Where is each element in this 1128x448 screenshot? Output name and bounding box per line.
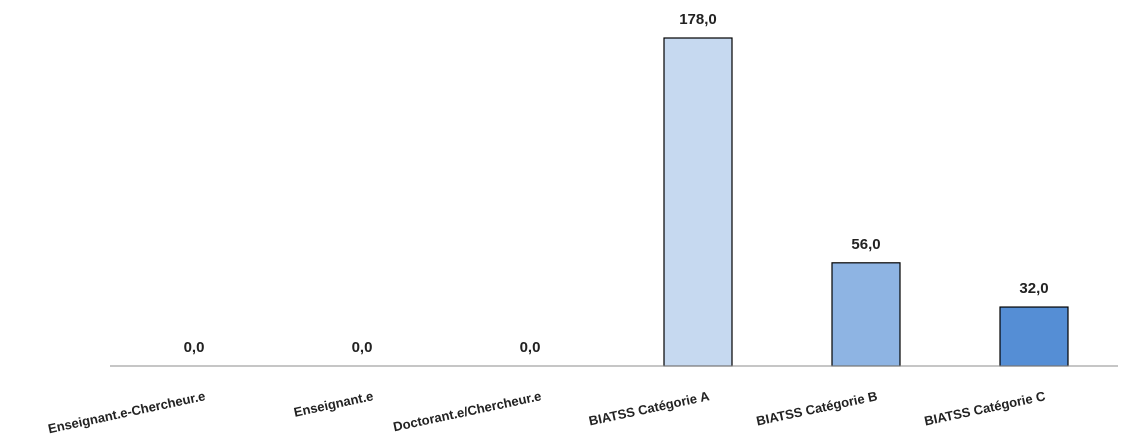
category-labels-group: Enseignant.e-Chercheur.e Enseignant.e Doct… <box>47 388 1048 436</box>
value-label-2: 0,0 <box>520 339 541 356</box>
value-label-1: 0,0 <box>352 339 373 356</box>
bar-5 <box>999 306 1069 367</box>
bar-4 <box>831 262 901 367</box>
category-label-1: Enseignant.e <box>292 388 374 419</box>
value-label-4: 56,0 <box>851 236 880 253</box>
category-label-0: Enseignant.e-Chercheur.e <box>47 388 207 436</box>
value-label-0: 0,0 <box>184 339 205 356</box>
value-label-3: 178,0 <box>679 11 717 28</box>
value-labels-group: 0,0 0,0 0,0 178,0 56,0 32,0 <box>184 11 1049 356</box>
value-label-5: 32,0 <box>1019 280 1048 297</box>
category-label-4: BIATSS Catégorie B <box>755 388 879 428</box>
bars-group <box>663 37 1069 367</box>
category-label-5: BIATSS Catégorie C <box>923 388 1047 428</box>
bar-3 <box>663 37 733 367</box>
category-label-3: BIATSS Catégorie A <box>587 388 711 428</box>
category-label-2: Doctorant.e/Chercheur.e <box>392 388 543 434</box>
